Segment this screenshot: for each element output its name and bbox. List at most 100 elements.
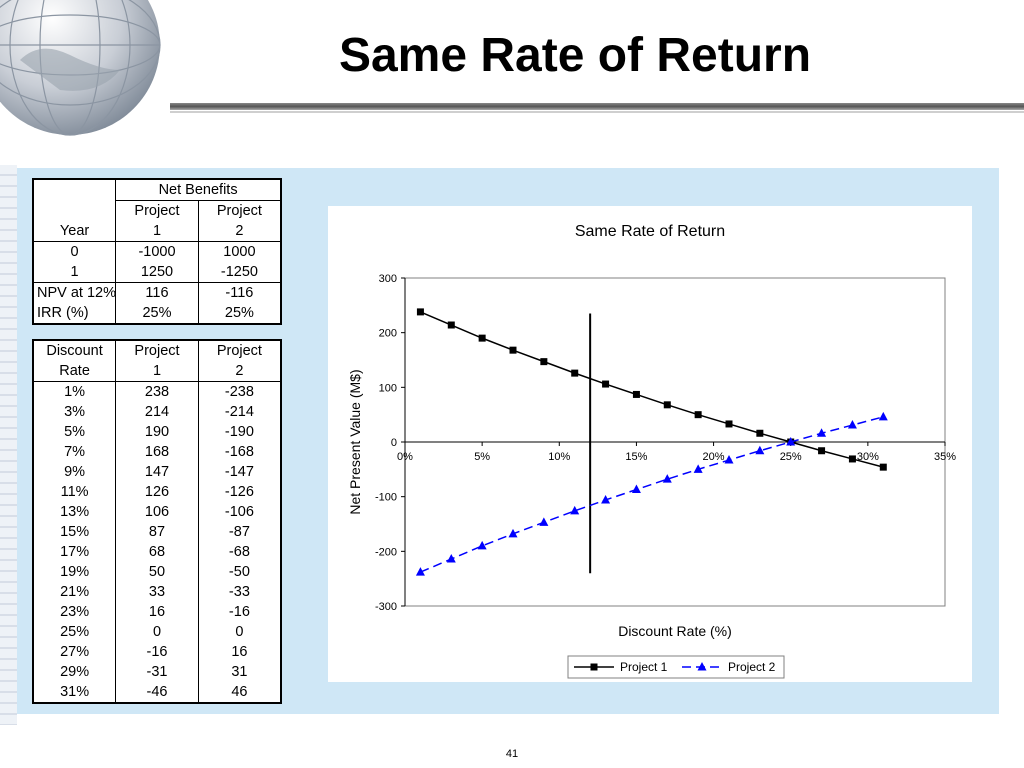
table-row: 27% -16 16 xyxy=(32,642,282,662)
discount-header-line2: Rate xyxy=(32,361,117,382)
npv-chart: Same Rate of Return 300 200 100 0 -100 -200 -30… xyxy=(347,223,956,679)
project2-cell: 0 xyxy=(197,622,282,642)
irr-label: IRR (%) xyxy=(32,303,117,324)
year-header-cell xyxy=(32,179,117,201)
rate-cell: 3% xyxy=(32,402,117,422)
table-row: 9% 147 -147 xyxy=(32,462,282,482)
rate-cell: 1% xyxy=(32,381,117,402)
data-point xyxy=(631,484,641,494)
x-tick-label: 10% xyxy=(548,451,570,463)
data-point xyxy=(447,321,455,329)
table-row: 19% 50 -50 xyxy=(32,562,282,582)
y-tick-label: -200 xyxy=(375,546,397,558)
x-tick-label: 25% xyxy=(780,451,802,463)
data-point xyxy=(602,380,610,388)
x-axis-title: Discount Rate (%) xyxy=(618,623,732,639)
project1-cell: 238 xyxy=(115,381,199,402)
data-point xyxy=(571,369,579,377)
project1-cell: 190 xyxy=(115,422,199,442)
data-point xyxy=(818,447,826,455)
project1-npv: 116 xyxy=(115,282,199,303)
project1-cell: 87 xyxy=(115,522,199,542)
npv-row: NPV at 12% 116 -116 xyxy=(32,282,282,303)
x-tick-label: 15% xyxy=(625,451,647,463)
project1-header-line1: Project xyxy=(115,340,199,361)
chart-area: Same Rate of Return 300 200 100 0 -100 -200 -30… xyxy=(328,206,972,682)
npv-label: NPV at 12% xyxy=(32,282,117,303)
data-point xyxy=(817,428,827,437)
project2-cell: 31 xyxy=(197,662,282,682)
year-header: Year xyxy=(32,221,117,242)
table-row: 1% 238 -238 xyxy=(32,381,282,402)
project1-cell: 126 xyxy=(115,482,199,502)
rate-cell: 21% xyxy=(32,582,117,602)
data-point xyxy=(415,567,425,576)
data-point xyxy=(446,553,456,563)
title-divider xyxy=(170,103,1024,110)
year-cell: 0 xyxy=(32,241,117,262)
project2-cell: -33 xyxy=(197,582,282,602)
globe-logo xyxy=(0,0,161,136)
project2-cell: -87 xyxy=(197,522,282,542)
project1-cell: 106 xyxy=(115,502,199,522)
y-tick-label: -100 xyxy=(375,492,397,504)
project1-cell: 147 xyxy=(115,462,199,482)
data-point xyxy=(570,505,580,515)
data-point xyxy=(509,346,517,354)
data-point xyxy=(416,308,424,316)
data-point xyxy=(477,540,487,550)
series-line-1 xyxy=(420,311,884,468)
discount-header-line1: Discount xyxy=(32,340,117,361)
project1-cell: 50 xyxy=(115,562,199,582)
data-point xyxy=(879,463,887,471)
project2-npv: -116 xyxy=(197,282,282,303)
decorative-side-pattern xyxy=(0,165,17,725)
project2-cell: -106 xyxy=(197,502,282,522)
table-row: 17% 68 -68 xyxy=(32,542,282,562)
chart-title: Same Rate of Return xyxy=(575,223,725,240)
project2-cell: 16 xyxy=(197,642,282,662)
rate-cell: 15% xyxy=(32,522,117,542)
data-point xyxy=(847,420,857,429)
table-row: 25% 0 0 xyxy=(32,622,282,642)
year-cell: 1 xyxy=(32,262,117,283)
irr-row: IRR (%) 25% 25% xyxy=(32,303,282,324)
data-point xyxy=(878,411,888,421)
project2-cell: -168 xyxy=(197,442,282,462)
series-line-2 xyxy=(420,416,884,573)
project2-cell: -214 xyxy=(197,402,282,422)
rate-cell: 17% xyxy=(32,542,117,562)
rate-cell: 7% xyxy=(32,442,117,462)
data-point xyxy=(693,464,703,473)
rate-cell: 27% xyxy=(32,642,117,662)
legend-label: Project 1 xyxy=(620,660,668,674)
rate-cell: 13% xyxy=(32,502,117,522)
data-point xyxy=(663,401,671,409)
table-row: 21% 33 -33 xyxy=(32,582,282,602)
x-tick-label: 35% xyxy=(934,451,956,463)
data-point xyxy=(632,390,640,398)
slide-title: Same Rate of Return xyxy=(338,29,812,82)
project1-cell: -16 xyxy=(115,642,199,662)
rate-cell: 25% xyxy=(32,622,117,642)
y-tick-label: 300 xyxy=(379,273,397,285)
project2-header-line1: Project xyxy=(197,340,282,361)
project1-header-line2: 1 xyxy=(115,361,199,382)
project2-header-line1: Project xyxy=(197,200,282,221)
discount-rate-table: Discount Project Project Rate 1 2 1% 238-… xyxy=(32,339,282,704)
data-point xyxy=(539,517,549,526)
y-tick-label: 0 xyxy=(391,437,397,449)
year-header-blank xyxy=(32,200,117,221)
y-tick-label: -300 xyxy=(375,601,397,613)
project1-cell: 16 xyxy=(115,602,199,622)
table-row: 29% -31 31 xyxy=(32,662,282,682)
legend-marker xyxy=(590,663,598,671)
rate-rows: 1% 238 -238 3% 214 -214 5% 190 -190 7% 168 -168 9% 14… xyxy=(32,381,282,703)
net-benefits-table: Net Benefits Project Project Year 1 2 0 … xyxy=(32,178,282,325)
y-tick-label: 200 xyxy=(379,328,397,340)
table-row: 15% 87 -87 xyxy=(32,522,282,542)
project1-cell: 214 xyxy=(115,402,199,422)
x-tick-label: 0% xyxy=(397,451,413,463)
table-row: 7% 168 -168 xyxy=(32,442,282,462)
project1-cell: 1250 xyxy=(115,262,199,283)
